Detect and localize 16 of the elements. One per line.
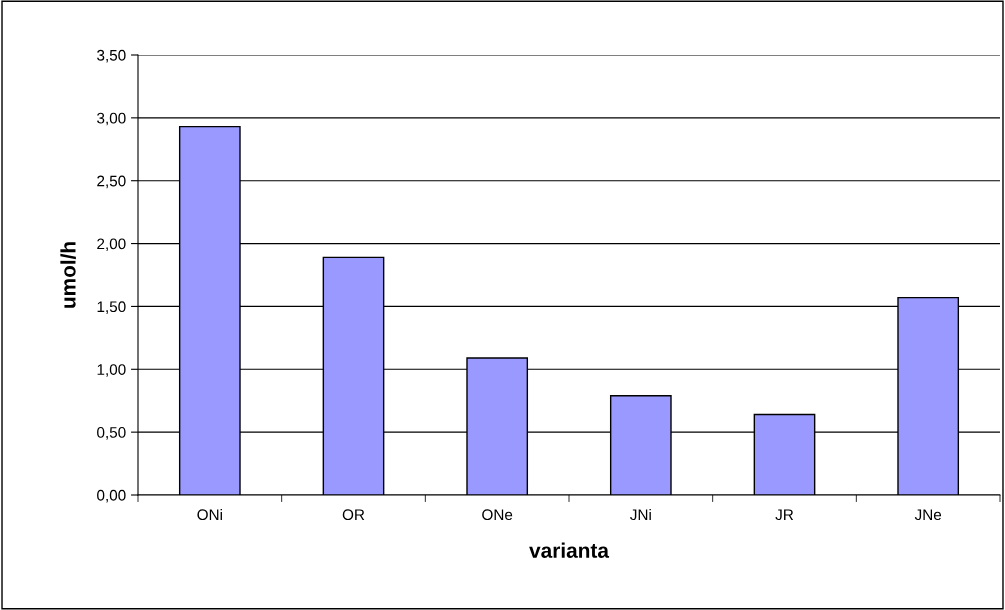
y-tick-label: 1,00	[97, 364, 126, 377]
x-tick-label: OR	[342, 509, 365, 521]
y-axis-title: umol/h	[60, 242, 76, 308]
x-tick-label: ONe	[482, 509, 513, 521]
y-tick-label: 1,50	[97, 301, 126, 314]
x-tick-label: JNe	[914, 509, 942, 521]
x-tick-label: JR	[775, 509, 794, 521]
y-tick-label: 2,00	[97, 238, 126, 252]
y-tick-label: 0,50	[97, 427, 126, 440]
y-tick-label: 3,50	[97, 49, 126, 63]
x-tick-label: JNi	[630, 508, 651, 521]
x-tick-label: ONi	[197, 508, 222, 521]
y-tick-label: 2,50	[97, 175, 126, 189]
x-axis-title: varianta	[529, 542, 610, 558]
y-tick-label: 3,00	[97, 112, 126, 126]
y-tick-label: 0,00	[97, 489, 126, 503]
